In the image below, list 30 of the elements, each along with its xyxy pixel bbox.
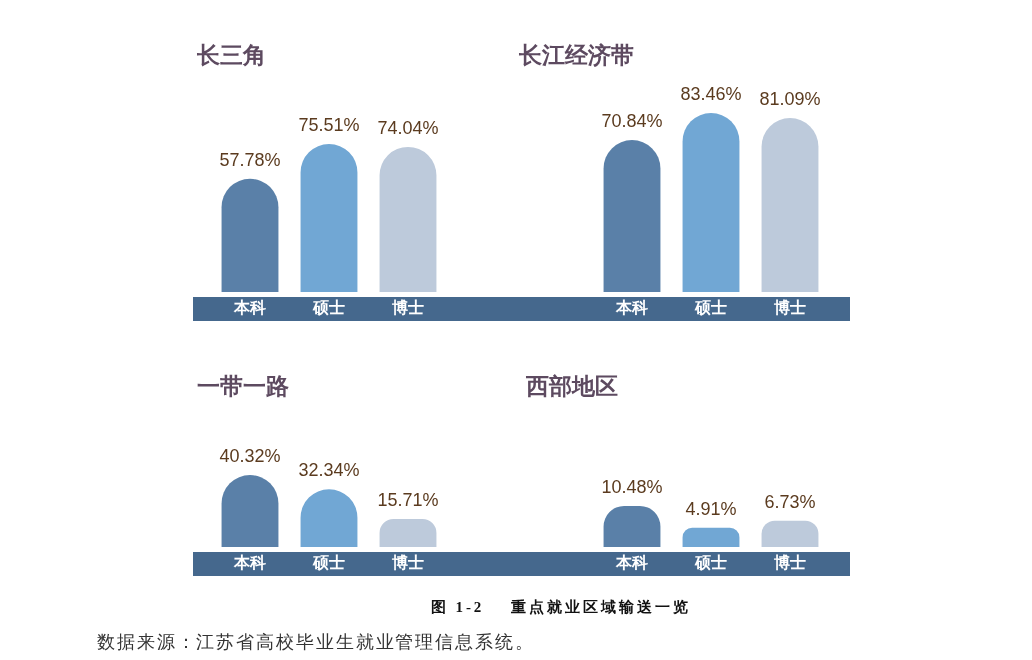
x-tick-label: 本科 xyxy=(233,299,266,317)
x-tick-label: 博士 xyxy=(773,299,806,317)
chart-title: 一带一路 xyxy=(197,373,289,399)
chart-title: 西部地区 xyxy=(526,373,618,399)
chart-title: 长江经济带 xyxy=(519,42,634,68)
data-label: 32.34% xyxy=(298,460,360,481)
x-tick-label: 博士 xyxy=(773,554,806,572)
x-tick-label: 博士 xyxy=(391,554,424,572)
caption: 图 1-2 重点就业区域输送一览 xyxy=(430,598,692,617)
x-tick-label: 本科 xyxy=(615,299,648,317)
data-label: 70.84% xyxy=(601,111,663,132)
x-tick-label: 本科 xyxy=(615,554,648,572)
data-label: 15.71% xyxy=(377,489,439,510)
data-label: 40.32% xyxy=(219,445,281,466)
data-label: 75.51% xyxy=(298,114,360,135)
chart-title: 长三角 xyxy=(197,42,266,68)
data-label: 83.46% xyxy=(680,83,742,104)
x-tick-label: 本科 xyxy=(233,554,266,572)
data-label: 10.48% xyxy=(601,476,663,497)
data-label: 81.09% xyxy=(759,89,821,110)
source-note: 数据来源：江苏省高校毕业生就业管理信息系统。 xyxy=(97,632,535,652)
data-label: 6.73% xyxy=(764,491,816,512)
x-tick-label: 硕士 xyxy=(312,554,345,572)
x-tick-label: 硕士 xyxy=(312,299,345,317)
x-tick-label: 博士 xyxy=(391,299,424,317)
x-tick-label: 硕士 xyxy=(694,554,727,572)
data-label: 57.78% xyxy=(219,149,281,170)
data-label: 74.04% xyxy=(377,117,439,138)
x-tick-label: 硕士 xyxy=(694,299,727,317)
data-label: 4.91% xyxy=(685,498,737,519)
